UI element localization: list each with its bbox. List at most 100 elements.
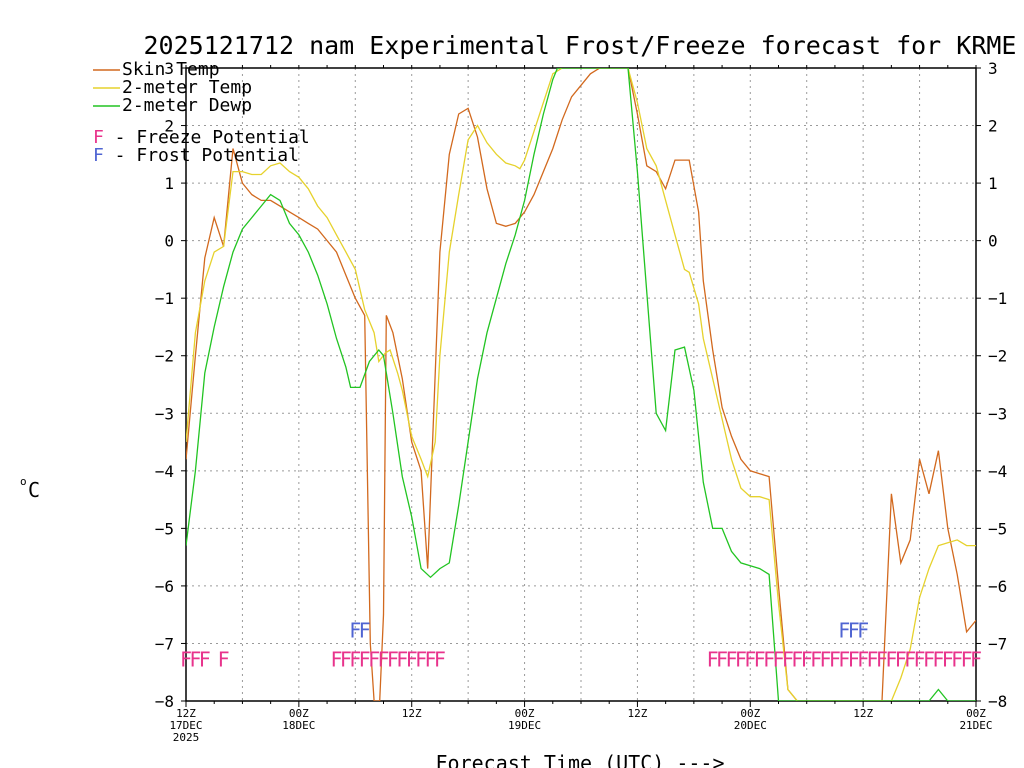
flag-legend-text: - Freeze Potential [104, 127, 310, 148]
freeze-flag: F [180, 647, 192, 671]
frost-flag: F [857, 619, 869, 643]
x-tick-label: 00Z [740, 707, 760, 720]
freeze-flag: F [876, 647, 888, 671]
y-tick-label-left: 1 [164, 174, 174, 193]
series-line-skin-temp [186, 68, 976, 701]
freeze-flag: F [735, 647, 747, 671]
freeze-flag: F [895, 647, 907, 671]
frost-flag: F [838, 619, 850, 643]
freeze-flag: F [754, 647, 766, 671]
x-axis-title: Forecast Time (UTC) ---> [436, 751, 725, 768]
y-tick-label-left: −1 [155, 289, 174, 308]
freeze-flag: F [716, 647, 728, 671]
freeze-flag: F [791, 647, 803, 671]
x-tick-label: 12Z [853, 707, 873, 720]
y-tick-label-left: −4 [155, 462, 174, 481]
y-tick-label-right: −2 [988, 347, 1007, 366]
freeze-flag: F [820, 647, 832, 671]
grid [186, 68, 976, 701]
x-tick-label: 00Z [289, 707, 309, 720]
freeze-flag: F [914, 647, 926, 671]
y-tick-label-left: −8 [155, 692, 174, 711]
y-tick-label-right: 0 [988, 232, 998, 251]
series-group [186, 68, 976, 701]
freeze-flag: F [340, 647, 352, 671]
flag-legend-entry: F - Frost Potential [93, 145, 299, 166]
freeze-flag: F [396, 647, 408, 671]
freeze-flag: F [359, 647, 371, 671]
freeze-flag: F [763, 647, 775, 671]
freeze-flag: F [330, 647, 342, 671]
y-tick-label-left: −5 [155, 519, 174, 538]
flag-legend-letter: F [93, 127, 104, 148]
y-tick-label-right: −3 [988, 404, 1007, 423]
freeze-flag: F [838, 647, 850, 671]
x-tick-label: 00Z [966, 707, 986, 720]
freeze-flag: F [923, 647, 935, 671]
frost-flag: F [359, 619, 371, 643]
x-tick-label: 00Z [515, 707, 535, 720]
y-tick-label-right: −8 [988, 692, 1007, 711]
x-tick-label: 12Z [402, 707, 422, 720]
y-tick-label-left: −2 [155, 347, 174, 366]
freeze-flag: F [377, 647, 389, 671]
y-tick-label-right: 2 [988, 117, 998, 136]
x-tick-label: 19DEC [508, 719, 541, 732]
y-tick-label-right: −1 [988, 289, 1007, 308]
freeze-flag: F [772, 647, 784, 671]
y-tick-label-left: −7 [155, 634, 174, 653]
x-tick-label: 2025 [173, 731, 200, 744]
freeze-flag: F [707, 647, 719, 671]
y-tick-label-left: 2 [164, 117, 174, 136]
flag-legend-text: - Frost Potential [104, 145, 299, 166]
freeze-flag: F [368, 647, 380, 671]
y-tick-label-left: −6 [155, 577, 174, 596]
freeze-flag: F [970, 647, 982, 671]
freeze-flag: F [349, 647, 361, 671]
freeze-flag: F [387, 647, 399, 671]
freeze-flag: F [415, 647, 427, 671]
y-tick-label-right: 1 [988, 174, 998, 193]
x-tick-label: 21DEC [959, 719, 992, 732]
freeze-flag: F [189, 647, 201, 671]
freeze-flag: F [904, 647, 916, 671]
freeze-flag: F [961, 647, 973, 671]
y-tick-label-left: 3 [164, 59, 174, 78]
y-tick-label-left: −3 [155, 404, 174, 423]
freeze-flag: F [829, 647, 841, 671]
y-axis: −8 −8 −7 −7 −6 −6 −5 −5 −4 −4 −3 −3 −2 −2 −1 −1 0 0 1 1 2 2 3 3 [155, 59, 1008, 711]
frost-flag: F [349, 619, 361, 643]
freeze-flag: F [744, 647, 756, 671]
y-tick-label-left: 0 [164, 232, 174, 251]
y-tick-label-right: −7 [988, 634, 1007, 653]
freeze-flag: F [848, 647, 860, 671]
plot-frame [185, 67, 977, 702]
series-line-2-meter-dewp [186, 68, 976, 701]
x-tick-label: 20DEC [734, 719, 767, 732]
frost-flag: F [848, 619, 860, 643]
series-line-2-meter-temp [186, 68, 976, 701]
y-tick-label-right: 3 [988, 59, 998, 78]
freeze-flag: F [434, 647, 446, 671]
y-axis-unit-label: o C [20, 475, 40, 502]
freeze-flag: F [932, 647, 944, 671]
freeze-flag: F [857, 647, 869, 671]
y-tick-label-right: −6 [988, 577, 1007, 596]
x-tick-label: 12Z [627, 707, 647, 720]
chart-title: 2025121712 nam Experimental Frost/Freeze… [144, 31, 1017, 60]
freeze-flag: F [406, 647, 418, 671]
x-tick-label: 17DEC [169, 719, 202, 732]
x-tick-label: 18DEC [282, 719, 315, 732]
freeze-flag: F [782, 647, 794, 671]
legend-label: 2-meter Dewp [122, 95, 252, 116]
y-tick-label-right: −4 [988, 462, 1007, 481]
freeze-flag: F [942, 647, 954, 671]
flag-legend-entry: F - Freeze Potential [93, 127, 310, 148]
y-tick-label-right: −5 [988, 519, 1007, 538]
freeze-flag: F [218, 647, 230, 671]
legend-label: 2-meter Temp [122, 77, 252, 98]
